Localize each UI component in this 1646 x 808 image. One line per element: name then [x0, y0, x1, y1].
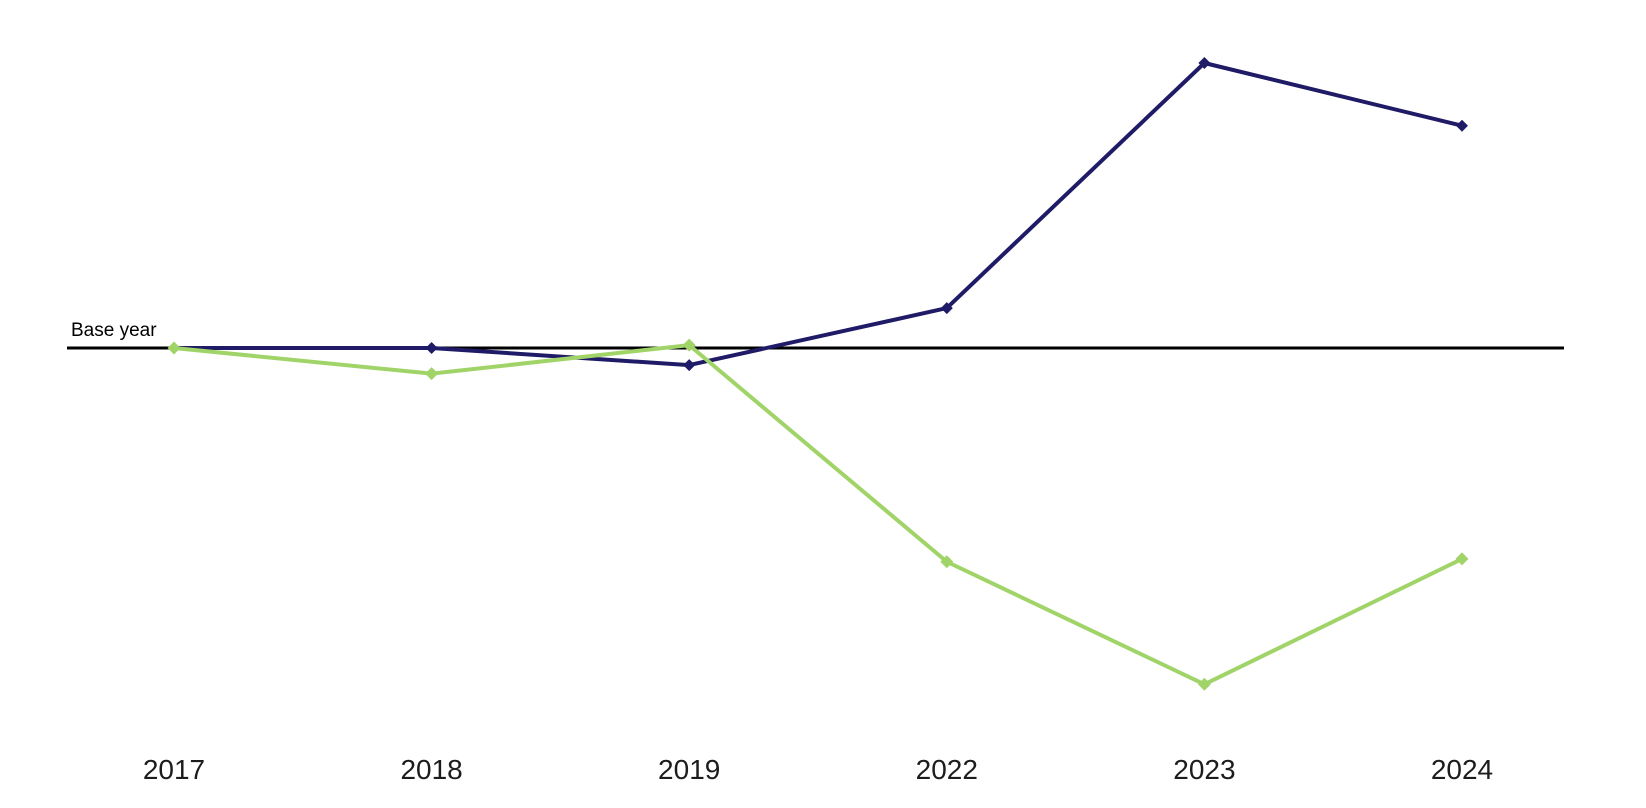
series-green-line — [173, 343, 1463, 687]
x-axis-tick-label: 2018 — [400, 754, 462, 785]
x-axis-tick-label: 2022 — [916, 754, 978, 785]
series-green-marker — [682, 338, 696, 352]
series-green-marker — [1197, 677, 1211, 691]
series-green-marker — [1455, 552, 1469, 566]
x-axis-tick-label: 2024 — [1431, 754, 1493, 785]
x-axis-tick-label: 2017 — [143, 754, 205, 785]
series-layer — [167, 57, 1469, 691]
x-axis-labels: 2017 2018 2019 2022 2023 2024 — [143, 754, 1493, 785]
series-navy-marker — [1456, 119, 1468, 132]
base-year-label: Base year — [71, 320, 157, 341]
series-navy-line — [174, 61, 1463, 368]
x-axis-tick-label: 2019 — [658, 754, 720, 785]
series-navy-marker — [940, 302, 953, 315]
series-green-marker — [940, 555, 954, 569]
series-navy-marker — [425, 342, 438, 354]
series-navy-marker — [1198, 57, 1211, 69]
series-green-marker — [167, 341, 181, 355]
series-navy-marker — [683, 359, 696, 372]
series-green-marker — [425, 367, 439, 381]
x-axis-tick-label: 2023 — [1173, 754, 1235, 785]
